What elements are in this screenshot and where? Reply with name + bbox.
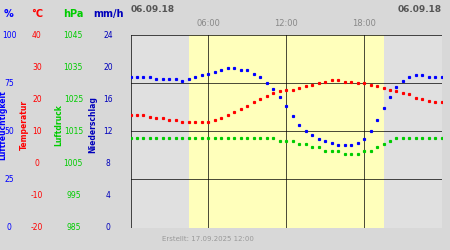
Text: 20: 20 — [103, 62, 113, 72]
Text: hPa: hPa — [63, 9, 84, 19]
Bar — [189, 35, 383, 228]
Text: 30: 30 — [32, 62, 42, 72]
Text: 0: 0 — [7, 223, 11, 232]
Text: Temperatur: Temperatur — [20, 100, 29, 150]
Text: °C: °C — [31, 9, 43, 19]
Text: 1005: 1005 — [63, 159, 83, 168]
Text: 4: 4 — [106, 191, 110, 200]
Text: 75: 75 — [4, 78, 14, 88]
Text: 0: 0 — [35, 159, 39, 168]
Text: 100: 100 — [2, 30, 16, 40]
Text: 10: 10 — [32, 127, 42, 136]
Text: 24: 24 — [103, 30, 113, 40]
Text: 40: 40 — [32, 30, 42, 40]
Text: Luftdruck: Luftdruck — [54, 104, 63, 146]
Text: 1015: 1015 — [64, 127, 83, 136]
Text: 1025: 1025 — [64, 95, 83, 104]
Text: 1045: 1045 — [63, 30, 83, 40]
Text: Niederschlag: Niederschlag — [88, 96, 97, 154]
Text: 06:00: 06:00 — [196, 18, 220, 28]
Text: 16: 16 — [103, 95, 113, 104]
Text: 8: 8 — [106, 159, 110, 168]
Text: mm/h: mm/h — [93, 9, 123, 19]
Text: 06.09.18: 06.09.18 — [130, 5, 175, 14]
Text: 12:00: 12:00 — [274, 18, 298, 28]
Text: 25: 25 — [4, 175, 14, 184]
Text: 995: 995 — [66, 191, 81, 200]
Text: Erstellt: 17.09.2025 12:00: Erstellt: 17.09.2025 12:00 — [162, 236, 254, 242]
Text: Luftfeuchtigkeit: Luftfeuchtigkeit — [0, 90, 7, 160]
Text: -20: -20 — [31, 223, 43, 232]
Text: 18:00: 18:00 — [352, 18, 376, 28]
Text: 50: 50 — [4, 127, 14, 136]
Text: 12: 12 — [103, 127, 113, 136]
Text: 06.09.18: 06.09.18 — [398, 5, 442, 14]
Text: -10: -10 — [31, 191, 43, 200]
Text: 1035: 1035 — [63, 62, 83, 72]
Text: 985: 985 — [66, 223, 81, 232]
Text: 20: 20 — [32, 95, 42, 104]
Text: %: % — [4, 9, 14, 19]
Text: 0: 0 — [106, 223, 110, 232]
